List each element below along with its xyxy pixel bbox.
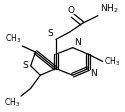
Text: CH$_3$: CH$_3$ xyxy=(104,55,120,68)
Text: NH$_2$: NH$_2$ xyxy=(100,3,118,15)
Text: S: S xyxy=(22,61,28,70)
Text: N: N xyxy=(74,38,81,47)
Text: N: N xyxy=(90,69,97,78)
Text: O: O xyxy=(68,6,75,15)
Text: CH$_3$: CH$_3$ xyxy=(4,97,20,109)
Text: S: S xyxy=(47,29,53,38)
Text: CH$_3$: CH$_3$ xyxy=(5,33,21,45)
